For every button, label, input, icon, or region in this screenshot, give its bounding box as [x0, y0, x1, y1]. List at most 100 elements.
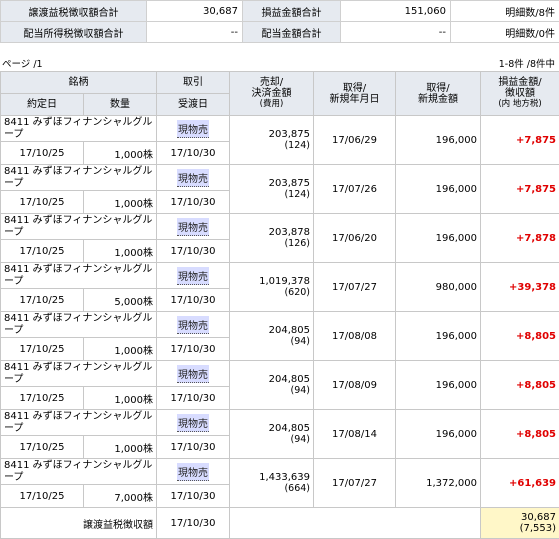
header-acq-date: 取得/ 新規年月日: [314, 72, 396, 116]
stock-name[interactable]: 8411 みずほフィナンシャルグループ: [1, 214, 157, 240]
quantity: 5,000株: [84, 289, 157, 312]
dividend-total-value: --: [341, 22, 451, 43]
header-shutoku1: 取得/: [316, 83, 393, 94]
stock-name[interactable]: 8411 みずほフィナンシャルグループ: [1, 459, 157, 485]
delivery-date: 17/10/30: [157, 191, 230, 214]
header-shutoku2: 新規年月日: [316, 94, 393, 105]
trade-type-link[interactable]: 現物売: [177, 218, 209, 236]
quantity: 7,000株: [84, 485, 157, 508]
acq-date: 17/07/27: [314, 263, 396, 312]
stock-name[interactable]: 8411 みずほフィナンシャルグループ: [1, 312, 157, 338]
header-shutoku3: 取得/: [398, 83, 478, 94]
acq-date: 17/06/20: [314, 214, 396, 263]
quantity: 1,000株: [84, 387, 157, 410]
quantity: 1,000株: [84, 338, 157, 361]
profit-amount: +8,805: [481, 410, 559, 459]
amount-cell: 204,805(94): [230, 410, 314, 459]
header-yakujo: 約定日: [1, 94, 84, 116]
fee: (124): [233, 189, 310, 200]
header-meigara: 銘柄: [1, 72, 157, 94]
acq-amount: 196,000: [396, 116, 481, 165]
profit-amount: +8,805: [481, 361, 559, 410]
trade-type-cell: 現物売: [157, 116, 230, 142]
footer-date: 17/10/30: [157, 508, 230, 539]
trade-type-cell: 現物売: [157, 361, 230, 387]
dividend-total-label: 配当金額合計: [243, 22, 341, 43]
delivery-date: 17/10/30: [157, 142, 230, 165]
settlement-amount: 203,878: [233, 227, 310, 238]
summary-row-capital-gains: 譲渡益税徴収額合計 30,687 損益金額合計 151,060 明細数/8件: [1, 1, 559, 22]
contract-date: 17/10/25: [1, 240, 84, 263]
settlement-amount: 1,019,378: [233, 276, 310, 287]
amount-cell: 203,875(124): [230, 165, 314, 214]
settlement-amount: 204,805: [233, 325, 310, 336]
contract-date: 17/10/25: [1, 338, 84, 361]
header-shutoku4: 新規金額: [398, 94, 478, 105]
stock-name[interactable]: 8411 みずほフィナンシャルグループ: [1, 165, 157, 191]
contract-date: 17/10/25: [1, 142, 84, 165]
header-amount: 売却/ 決済金額 (費用): [230, 72, 314, 116]
profit-amount: +7,878: [481, 214, 559, 263]
acq-date: 17/07/27: [314, 459, 396, 508]
amount-cell: 204,805(94): [230, 312, 314, 361]
delivery-date: 17/10/30: [157, 289, 230, 312]
header-kessai: 決済金額: [232, 88, 311, 99]
amount-cell: 1,019,378(620): [230, 263, 314, 312]
footer-row: 譲渡益税徴収額 17/10/30 30,687 (7,553): [1, 508, 559, 539]
acq-amount: 196,000: [396, 361, 481, 410]
footer-empty: [230, 508, 481, 539]
header-torihiki: 取引: [157, 72, 230, 94]
dividend-tax-total-value: --: [147, 22, 243, 43]
settlement-amount: 204,805: [233, 374, 310, 385]
profit-amount: +8,805: [481, 312, 559, 361]
header-hiyou: (費用): [232, 99, 311, 110]
dividend-tax-total-label: 配当所得税徴収額合計: [1, 22, 147, 43]
summary-row-dividend: 配当所得税徴収額合計 -- 配当金額合計 -- 明細数/0件: [1, 22, 559, 43]
quantity: 1,000株: [84, 436, 157, 459]
settlement-amount: 203,875: [233, 178, 310, 189]
trade-type-link[interactable]: 現物売: [177, 463, 209, 481]
result-count: 1-8件 /8件中: [499, 56, 555, 70]
delivery-date: 17/10/30: [157, 338, 230, 361]
fee: (94): [233, 385, 310, 396]
profit-amount: +7,875: [481, 165, 559, 214]
trade-type-link[interactable]: 現物売: [177, 267, 209, 285]
acq-amount: 980,000: [396, 263, 481, 312]
stock-name[interactable]: 8411 みずほフィナンシャルグループ: [1, 410, 157, 436]
profit-amount: +7,875: [481, 116, 559, 165]
header-ukewatashi: 受渡日: [157, 94, 230, 116]
quantity: 1,000株: [84, 191, 157, 214]
trade-type-link[interactable]: 現物売: [177, 316, 209, 334]
fee: (94): [233, 336, 310, 347]
settlement-amount: 203,875: [233, 129, 310, 140]
trade-type-cell: 現物売: [157, 214, 230, 240]
stock-name[interactable]: 8411 みずほフィナンシャルグループ: [1, 263, 157, 289]
header-soneki3: (内 地方税): [483, 99, 557, 110]
amount-cell: 203,878(126): [230, 214, 314, 263]
acq-amount: 196,000: [396, 165, 481, 214]
amount-cell: 204,805(94): [230, 361, 314, 410]
trade-type-cell: 現物売: [157, 165, 230, 191]
trade-type-link[interactable]: 現物売: [177, 169, 209, 187]
header-soneki1: 損益金額/: [483, 77, 557, 88]
stock-name[interactable]: 8411 みずほフィナンシャルグループ: [1, 361, 157, 387]
profit-amount: +39,378: [481, 263, 559, 312]
transactions-table: 銘柄 取引 売却/ 決済金額 (費用) 取得/ 新規年月日 取得/ 新規金額 損…: [0, 71, 559, 539]
settlement-amount: 204,805: [233, 423, 310, 434]
acq-amount: 196,000: [396, 312, 481, 361]
amount-cell: 203,875(124): [230, 116, 314, 165]
trade-type-cell: 現物売: [157, 459, 230, 485]
trade-type-link[interactable]: 現物売: [177, 414, 209, 432]
stock-name[interactable]: 8411 みずほフィナンシャルグループ: [1, 116, 157, 142]
profit-loss-total-value: 151,060: [341, 1, 451, 22]
trade-type-link[interactable]: 現物売: [177, 120, 209, 138]
trade-type-link[interactable]: 現物売: [177, 365, 209, 383]
contract-date: 17/10/25: [1, 289, 84, 312]
contract-date: 17/10/25: [1, 191, 84, 214]
header-profit: 損益金額/ 徴収額 (内 地方税): [481, 72, 559, 116]
header-suryo: 数量: [84, 94, 157, 116]
